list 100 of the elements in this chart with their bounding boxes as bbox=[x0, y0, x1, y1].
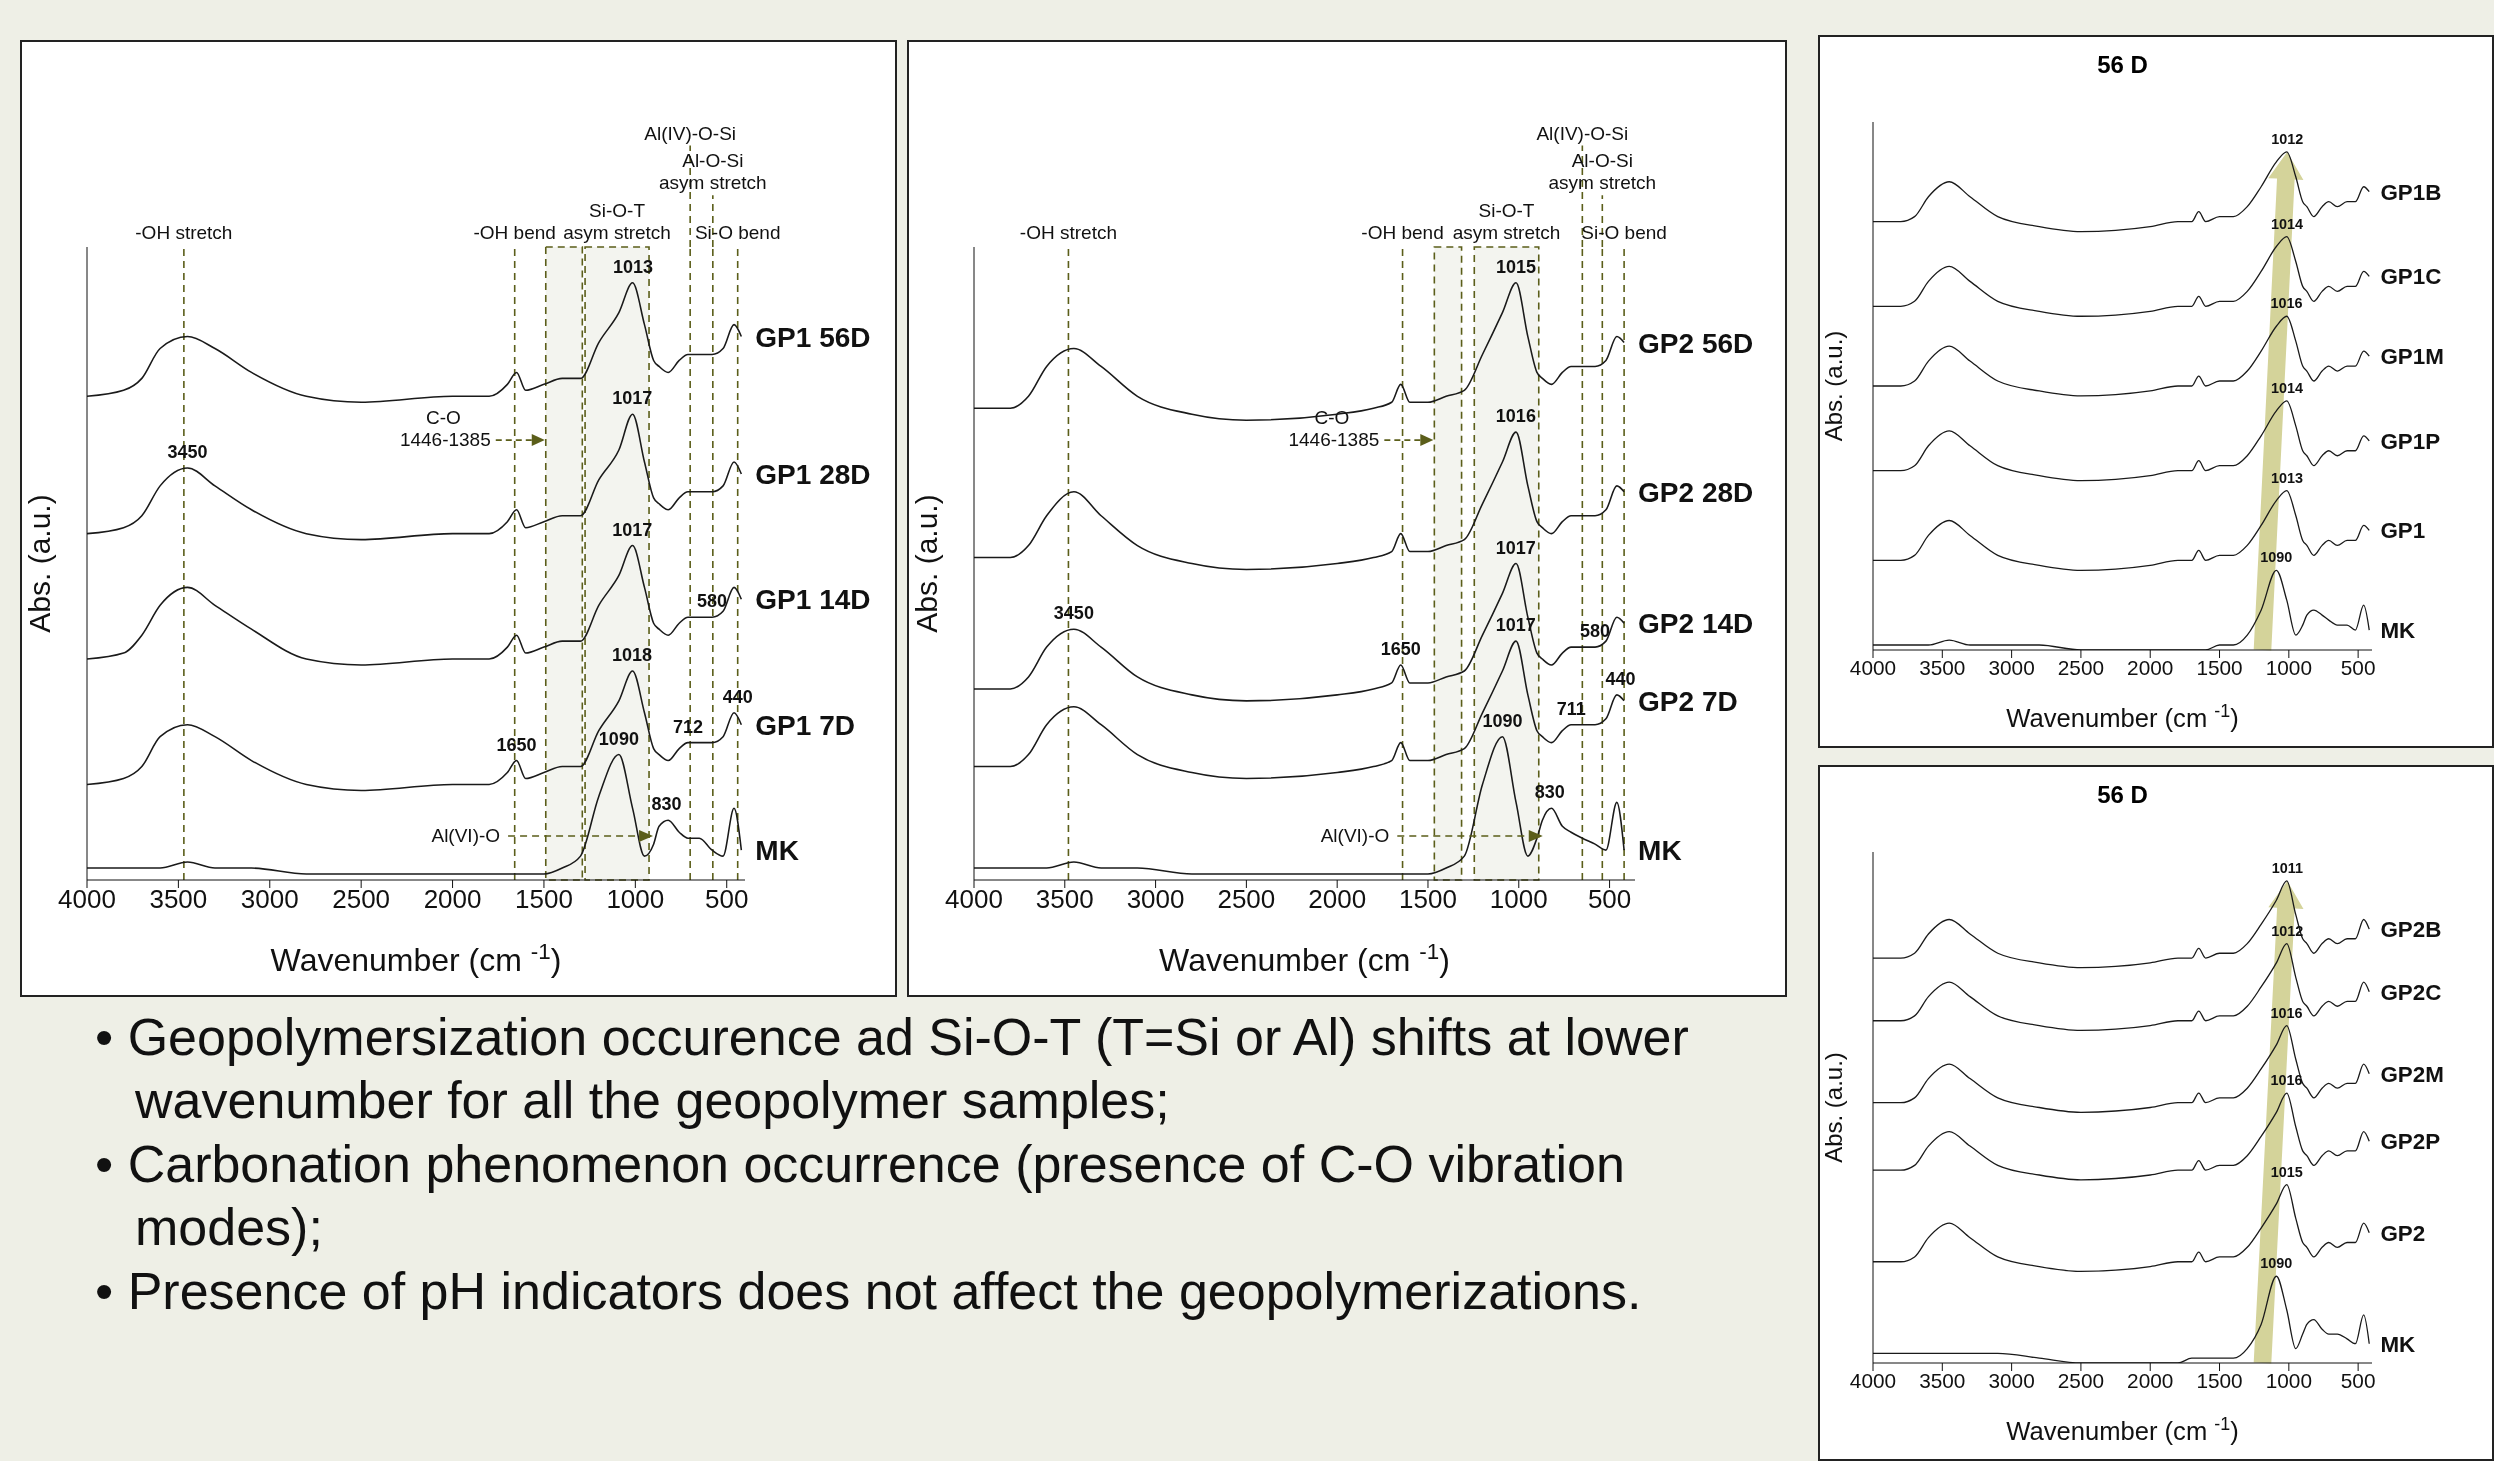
ref-line-label: Si-O bend bbox=[1581, 222, 1667, 243]
series-label: GP2P bbox=[2380, 1129, 2441, 1155]
x-axis-title: Wavenumber (cm $^{-1}$) bbox=[1159, 938, 1450, 978]
annotation: 1014 bbox=[2270, 379, 2303, 396]
annotation: 1015 bbox=[1496, 256, 1537, 277]
x-tick-label: 2500 bbox=[2057, 1368, 2105, 1392]
series-label: MK bbox=[755, 835, 799, 867]
series-label: GP2 28D bbox=[1638, 476, 1754, 508]
series-label: GP1 28D bbox=[755, 458, 871, 490]
series-label: GP2C bbox=[2380, 979, 2442, 1005]
annotation: 1016 bbox=[2270, 1004, 2303, 1021]
series-label: GP1 14D bbox=[755, 584, 871, 616]
x-tick-label: 2000 bbox=[2127, 1368, 2174, 1392]
x-tick-label: 3500 bbox=[1035, 884, 1094, 915]
chart-title: 56 D bbox=[2096, 51, 2149, 79]
series-label: GP2M bbox=[2380, 1061, 2444, 1087]
annotation: 1017 bbox=[612, 388, 653, 409]
x-tick-label: 2500 bbox=[1217, 884, 1276, 915]
x-tick-label: 4000 bbox=[1849, 655, 1897, 679]
annotation: 1015 bbox=[2270, 1163, 2303, 1180]
x-tick-label: 1500 bbox=[2196, 655, 2243, 679]
x-axis-title: Wavenumber (cm $^{-1}$) bbox=[2006, 1413, 2239, 1445]
y-axis-title: Abs. (a.u.) bbox=[1820, 330, 1848, 442]
text: • Carbonation phenomenon occurrence (presence of C-O vibration modes); bbox=[95, 1133, 1626, 1259]
series-label: MK bbox=[1638, 835, 1682, 867]
x-tick-label: 1000 bbox=[1489, 884, 1548, 915]
x-tick-label: 500 bbox=[1587, 884, 1632, 915]
series-label: GP2 7D bbox=[1638, 685, 1738, 717]
series-label: GP2 14D bbox=[1638, 608, 1754, 640]
annotation: 440 bbox=[722, 686, 753, 707]
x-tick-label: 1000 bbox=[2265, 655, 2312, 679]
annotation: 3450 bbox=[1053, 603, 1094, 624]
annotation: 1013 bbox=[2271, 469, 2304, 486]
annotation: 830 bbox=[651, 794, 682, 815]
x-tick-label: 2000 bbox=[2127, 655, 2174, 679]
annotation: 1650 bbox=[496, 734, 537, 755]
x-tick-label: 4000 bbox=[1849, 1368, 1897, 1392]
x-tick-label: 4000 bbox=[945, 884, 1003, 915]
annotation: 1014 bbox=[2270, 215, 2303, 232]
annotation: 1090 bbox=[1482, 710, 1523, 731]
y-axis-title: Abs. (a.u.) bbox=[1820, 1052, 1848, 1163]
ref-line-label: Al(IV)-O-Si bbox=[644, 122, 737, 144]
annotation: 830 bbox=[1534, 782, 1565, 803]
series-label: GP2B bbox=[2380, 917, 2442, 943]
ref-line-label: -OH stretch bbox=[135, 222, 233, 243]
x-axis-title: Wavenumber (cm $^{-1}$) bbox=[2006, 700, 2239, 732]
ref-line-label: -OH stretch bbox=[1019, 222, 1117, 243]
annotation: 711 bbox=[1556, 698, 1586, 719]
annotation: 580 bbox=[1580, 621, 1611, 642]
x-tick-label: 500 bbox=[2340, 655, 2376, 679]
x-tick-label: 500 bbox=[705, 884, 749, 915]
series-label: MK bbox=[2380, 1331, 2416, 1357]
annotation: 1016 bbox=[2270, 1072, 2303, 1089]
x-axis-title: Wavenumber (cm $^{-1}$) bbox=[270, 938, 562, 978]
y-axis-title: Abs. (a.u.) bbox=[23, 494, 56, 633]
ref-line-label: Al-O-Si asym stretch bbox=[1548, 150, 1657, 194]
x-tick-label: 2500 bbox=[332, 884, 391, 915]
series-label: GP2 bbox=[2380, 1220, 2426, 1246]
annotation: 712 bbox=[672, 716, 703, 737]
annotation: 440 bbox=[1605, 668, 1636, 689]
x-tick-label: 2500 bbox=[2057, 655, 2105, 679]
annotation: 1018 bbox=[612, 644, 653, 665]
x-tick-label: 3000 bbox=[1988, 655, 2035, 679]
annotation: 1017 bbox=[612, 519, 653, 540]
x-tick-label: 500 bbox=[2340, 1368, 2376, 1392]
x-tick-label: 3000 bbox=[1988, 1368, 2035, 1392]
ref-line-label: Si-O bend bbox=[694, 222, 781, 243]
series-label: GP1 56D bbox=[755, 321, 871, 353]
annotation: 1090 bbox=[598, 728, 639, 749]
series-label: GP1C bbox=[2380, 264, 2442, 290]
x-tick-label: 3500 bbox=[149, 884, 208, 915]
annotation: 1011 bbox=[2271, 859, 2303, 876]
x-tick-label: 3000 bbox=[240, 884, 299, 915]
annotation: 1017 bbox=[1495, 537, 1536, 558]
x-tick-label: 1500 bbox=[1399, 884, 1457, 915]
series-label: GP1M bbox=[2380, 344, 2444, 370]
x-tick-label: 3500 bbox=[1919, 1368, 1966, 1392]
annotation: Al(VI)-O bbox=[1320, 825, 1390, 847]
annotation: 1650 bbox=[1380, 639, 1421, 660]
band-label: Si-O-T asym stretch bbox=[563, 200, 671, 243]
series-label: GP1 bbox=[2380, 518, 2426, 544]
annotation: 1016 bbox=[2270, 295, 2303, 312]
series-label: GP1P bbox=[2380, 428, 2441, 454]
series-label: GP1B bbox=[2380, 179, 2442, 205]
chart-title: 56 D bbox=[2096, 781, 2149, 809]
annotation: 1090 bbox=[2260, 1255, 2293, 1272]
x-tick-label: 1000 bbox=[2265, 1368, 2312, 1392]
x-tick-label: 1500 bbox=[2196, 1368, 2243, 1392]
y-axis-title: Abs. (a.u.) bbox=[910, 494, 943, 633]
ref-line-label: -OH bend bbox=[473, 222, 556, 243]
band-label: Si-O-T asym stretch bbox=[1452, 200, 1561, 243]
annotation: 1016 bbox=[1495, 406, 1536, 427]
text: • Geopolymersization occurence ad Si-O-T (T=Si or Al) shifts at lower wavenumber for all the geopolymer samples; bbox=[95, 1007, 1690, 1132]
x-tick-label: 1000 bbox=[606, 884, 665, 915]
x-tick-label: 4000 bbox=[58, 884, 116, 915]
series-label: GP1 7D bbox=[755, 709, 855, 741]
ref-line-label: Al(IV)-O-Si bbox=[1536, 122, 1629, 144]
annotation: 1013 bbox=[612, 256, 653, 277]
annotation: 3450 bbox=[167, 441, 208, 462]
ref-line-label: Al-O-Si asym stretch bbox=[658, 150, 767, 194]
